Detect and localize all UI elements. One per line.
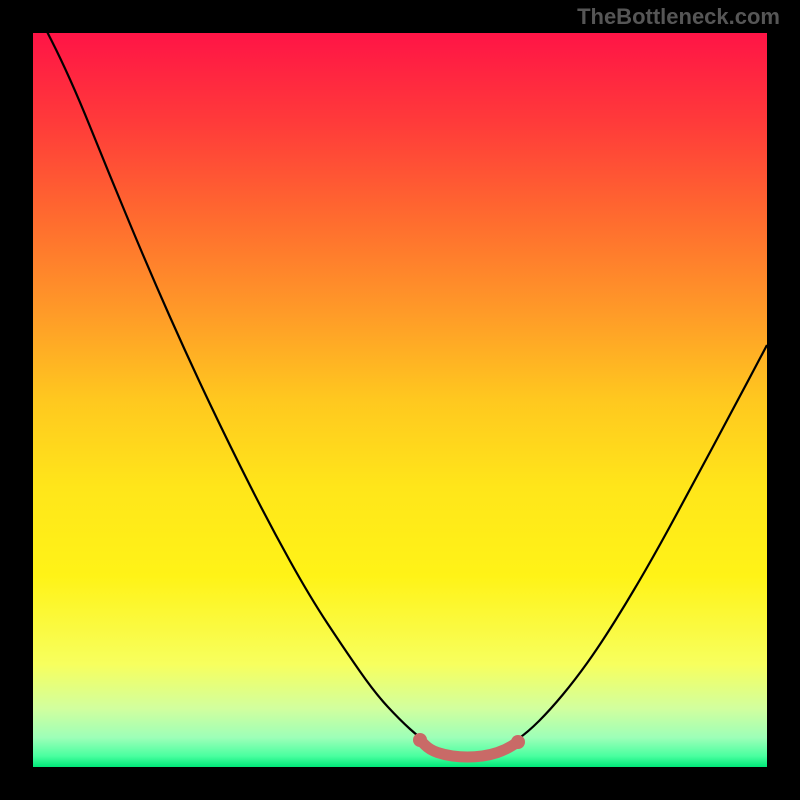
watermark-text: TheBottleneck.com (577, 4, 780, 30)
plot-background (33, 33, 767, 767)
chart-svg (0, 0, 800, 800)
chart-frame: TheBottleneck.com (0, 0, 800, 800)
